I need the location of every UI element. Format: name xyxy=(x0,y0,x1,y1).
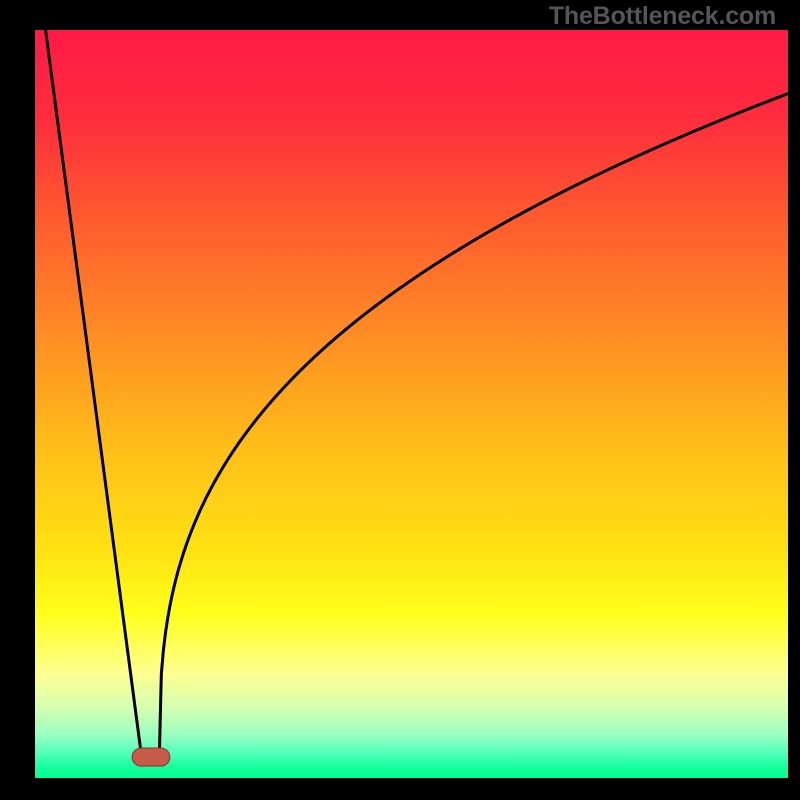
gradient-background xyxy=(35,30,788,778)
chart-frame: TheBottleneck.com xyxy=(0,0,800,800)
plot-svg xyxy=(35,30,788,778)
optimal-point-marker xyxy=(132,748,170,766)
watermark-text: TheBottleneck.com xyxy=(549,2,776,31)
